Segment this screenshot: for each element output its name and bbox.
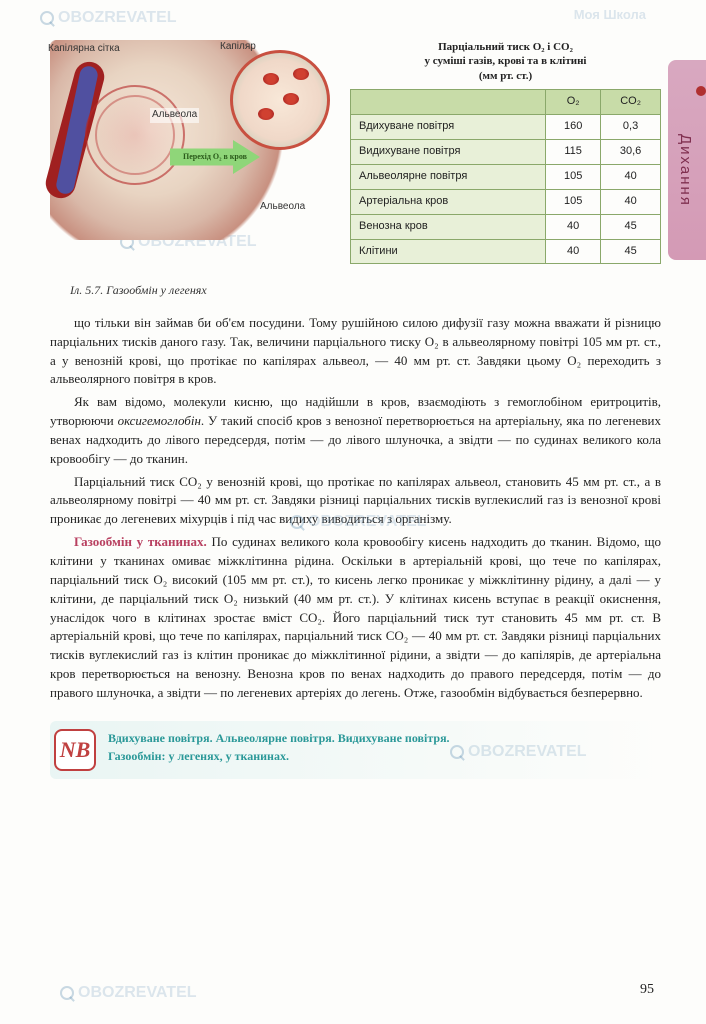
table-cell-label: Венозна кров bbox=[351, 214, 546, 239]
table-cell-o2: 105 bbox=[546, 164, 601, 189]
table-cell-co2: 0,3 bbox=[601, 114, 661, 139]
nota-bene-box: NB Вдихуване повітря. Альвеолярне повітр… bbox=[50, 721, 661, 779]
table-cell-label: Артеріальна кров bbox=[351, 189, 546, 214]
table-row: Альвеолярне повітря10540 bbox=[351, 164, 661, 189]
gas-exchange-diagram: Перехід O₂ в кров Капілярна сітка Капіля… bbox=[50, 40, 300, 240]
capillary-network-shape bbox=[80, 80, 190, 190]
table-cell-co2: 45 bbox=[601, 239, 661, 264]
paragraph: Газообмін у тканинах. По судинах великог… bbox=[50, 533, 661, 703]
table-cell-co2: 45 bbox=[601, 214, 661, 239]
table-title: Парціальний тиск O₂ і CO₂ у суміші газів… bbox=[350, 40, 661, 83]
table-cell-label: Клітини bbox=[351, 239, 546, 264]
nb-icon: NB bbox=[54, 729, 96, 771]
figure-caption: Іл. 5.7. Газообмін у легенях bbox=[70, 282, 661, 299]
red-blood-cell-icon bbox=[283, 93, 299, 105]
table-cell-label: Альвеолярне повітря bbox=[351, 164, 546, 189]
diagram-label-capillary-network: Капілярна сітка bbox=[48, 42, 120, 57]
table-cell-o2: 105 bbox=[546, 189, 601, 214]
table-cell-o2: 40 bbox=[546, 239, 601, 264]
section-heading: Газообмін у тканинах. bbox=[74, 534, 207, 549]
table-header-row: O₂ CO₂ bbox=[351, 89, 661, 114]
table-header-co2: CO₂ bbox=[601, 89, 661, 114]
diagram-label-capillary: Капіляр bbox=[220, 40, 256, 55]
watermark: OBOZREVATEL bbox=[40, 6, 177, 29]
table-cell-co2: 40 bbox=[601, 189, 661, 214]
table-row: Венозна кров4045 bbox=[351, 214, 661, 239]
table-cell-o2: 160 bbox=[546, 114, 601, 139]
chapter-side-tab: Дихання bbox=[668, 60, 706, 260]
red-blood-cell-icon bbox=[293, 68, 309, 80]
diagram-label-alveola: Альвеола bbox=[150, 108, 199, 123]
figure-and-table-row: Перехід O₂ в кров Капілярна сітка Капіля… bbox=[50, 40, 661, 264]
table-cell-label: Видихуване повітря bbox=[351, 139, 546, 164]
page-number: 95 bbox=[640, 980, 654, 1000]
table-header-empty bbox=[351, 89, 546, 114]
watermark-alt: Моя Школа bbox=[574, 6, 646, 25]
term-emphasis: оксигемоглобін bbox=[118, 413, 201, 428]
table-cell-o2: 115 bbox=[546, 139, 601, 164]
red-blood-cell-icon bbox=[258, 108, 274, 120]
table-column: Парціальний тиск O₂ і CO₂ у суміші газів… bbox=[310, 40, 661, 264]
capillary-closeup bbox=[230, 50, 330, 150]
side-tab-label: Дихання bbox=[677, 134, 694, 207]
paragraph: Парціальний тиск CO₂ у венозній крові, щ… bbox=[50, 473, 661, 530]
nb-text: Вдихуване повітря. Альвеолярне повітря. … bbox=[108, 729, 450, 765]
body-text: що тільки він займав би об'єм посудини. … bbox=[50, 314, 661, 703]
decorative-dot bbox=[696, 86, 706, 96]
partial-pressure-table: O₂ CO₂ Вдихуване повітря1600,3 Видихуван… bbox=[350, 89, 661, 265]
table-row: Клітини4045 bbox=[351, 239, 661, 264]
paragraph: Як вам відомо, молекули кисню, що надійш… bbox=[50, 393, 661, 468]
table-cell-label: Вдихуване повітря bbox=[351, 114, 546, 139]
diagram-label-alveola-2: Альвеола bbox=[260, 200, 305, 215]
watermark: OBOZREVATEL bbox=[60, 981, 197, 1004]
table-row: Вдихуване повітря1600,3 bbox=[351, 114, 661, 139]
paragraph: що тільки він займав би об'єм посудини. … bbox=[50, 314, 661, 389]
table-cell-co2: 40 bbox=[601, 164, 661, 189]
table-cell-o2: 40 bbox=[546, 214, 601, 239]
table-cell-co2: 30,6 bbox=[601, 139, 661, 164]
table-header-o2: O₂ bbox=[546, 89, 601, 114]
table-row: Артеріальна кров10540 bbox=[351, 189, 661, 214]
diagram-column: Перехід O₂ в кров Капілярна сітка Капіля… bbox=[50, 40, 300, 264]
red-blood-cell-icon bbox=[263, 73, 279, 85]
table-row: Видихуване повітря11530,6 bbox=[351, 139, 661, 164]
